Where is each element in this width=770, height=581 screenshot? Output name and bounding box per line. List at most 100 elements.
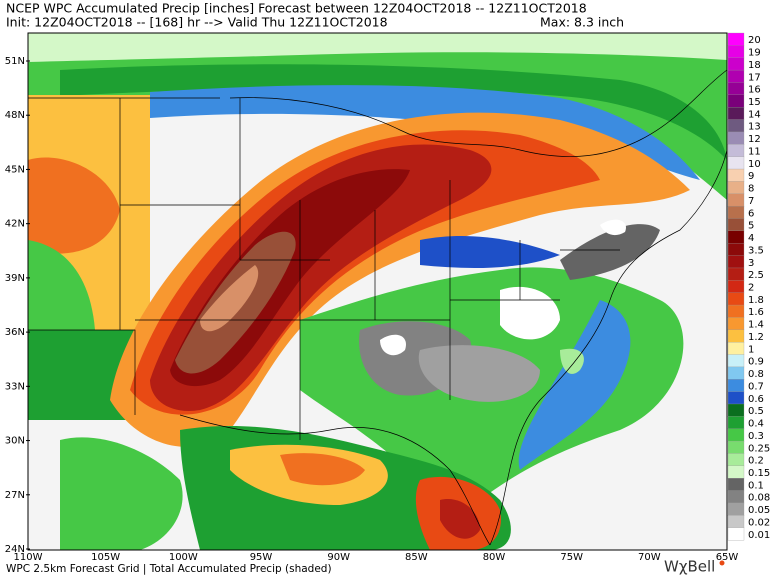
colorbar-swatch bbox=[727, 94, 745, 108]
colorbar-swatch bbox=[727, 527, 745, 541]
colorbar-swatch bbox=[727, 107, 745, 121]
colorbar-swatch bbox=[727, 243, 745, 257]
colorbar-label: 3.5 bbox=[748, 245, 764, 256]
colorbar-swatch bbox=[727, 218, 745, 232]
colorbar-label: 0.05 bbox=[748, 505, 770, 516]
lon-label: 80W bbox=[483, 552, 506, 563]
colorbar-label: 5 bbox=[748, 221, 754, 232]
lon-label: 65W bbox=[716, 552, 739, 563]
colorbar-swatch bbox=[727, 280, 745, 294]
colorbar-label: 2 bbox=[748, 283, 754, 294]
colorbar-label: 0.2 bbox=[748, 456, 764, 467]
max-value: Max: 8.3 inch bbox=[540, 15, 624, 30]
colorbar-swatch bbox=[727, 45, 745, 59]
colorbar-label: 14 bbox=[748, 109, 761, 120]
colorbar-label: 7 bbox=[748, 196, 754, 207]
map-frame bbox=[27, 32, 728, 551]
colorbar-label: 0.25 bbox=[748, 443, 770, 454]
lat-label: 39N bbox=[5, 273, 25, 284]
colorbar-swatch bbox=[727, 428, 745, 442]
colorbar-label: 15 bbox=[748, 97, 761, 108]
colorbar-swatch bbox=[727, 57, 745, 71]
lon-label: 90W bbox=[327, 552, 350, 563]
colorbar-label: 17 bbox=[748, 72, 761, 83]
lon-label: 70W bbox=[638, 552, 661, 563]
colorbar-swatch bbox=[727, 366, 745, 380]
colorbar-swatch bbox=[727, 131, 745, 145]
colorbar-label: 0.3 bbox=[748, 431, 764, 442]
lat-label: 30N bbox=[5, 436, 25, 447]
colorbar-swatch bbox=[727, 416, 745, 430]
lon-label: 110W bbox=[14, 552, 43, 563]
lat-label: 33N bbox=[5, 381, 25, 392]
lon-label: 105W bbox=[91, 552, 120, 563]
colorbar-swatch bbox=[727, 379, 745, 393]
lon-label: 85W bbox=[405, 552, 428, 563]
colorbar-swatch bbox=[727, 403, 745, 417]
lat-label: 27N bbox=[5, 490, 25, 501]
colorbar-label: 1.8 bbox=[748, 295, 764, 306]
colorbar-label: 0.01 bbox=[748, 530, 770, 541]
colorbar-swatch bbox=[727, 440, 745, 454]
colorbar-swatch bbox=[727, 32, 745, 46]
colorbar-label: 16 bbox=[748, 85, 761, 96]
colorbar-swatch bbox=[727, 341, 745, 355]
colorbar-swatch bbox=[727, 502, 745, 516]
colorbar-label: 20 bbox=[748, 35, 761, 46]
colorbar-label: 1.2 bbox=[748, 332, 764, 343]
colorbar-label: 0.1 bbox=[748, 480, 764, 491]
colorbar-label: 10 bbox=[748, 159, 761, 170]
logo: WχBell bbox=[664, 558, 715, 576]
title: NCEP WPC Accumulated Precip [inches] For… bbox=[6, 1, 587, 16]
colorbar-swatch bbox=[727, 304, 745, 318]
colorbar-label: 0.08 bbox=[748, 493, 770, 504]
colorbar-swatch bbox=[727, 230, 745, 244]
colorbar-label: 6 bbox=[748, 208, 754, 219]
colorbar-swatch bbox=[727, 465, 745, 479]
footer-caption: WPC 2.5km Forecast Grid | Total Accumula… bbox=[6, 563, 332, 575]
colorbar-swatch bbox=[727, 267, 745, 281]
colorbar-label: 0.5 bbox=[748, 406, 764, 417]
colorbar-label: 3 bbox=[748, 258, 754, 269]
colorbar-swatch bbox=[727, 193, 745, 207]
colorbar-swatch bbox=[727, 69, 745, 83]
colorbar-swatch bbox=[727, 156, 745, 170]
init-line: Init: 12Z04OCT2018 -- [168] hr --> Valid… bbox=[6, 15, 388, 30]
colorbar-swatch bbox=[727, 453, 745, 467]
colorbar-swatch bbox=[727, 329, 745, 343]
colorbar-label: 8 bbox=[748, 184, 754, 195]
colorbar-label: 0.6 bbox=[748, 394, 764, 405]
lat-label: 24N bbox=[5, 544, 25, 555]
logo-dot bbox=[719, 560, 725, 566]
lat-label: 45N bbox=[5, 164, 25, 175]
colorbar-swatch bbox=[727, 292, 745, 306]
lat-label: 42N bbox=[5, 219, 25, 230]
colorbar-label: 0.4 bbox=[748, 419, 764, 430]
colorbar-swatch bbox=[727, 317, 745, 331]
colorbar-swatch bbox=[727, 478, 745, 491]
colorbar-label: 9 bbox=[748, 171, 754, 182]
colorbar-swatch bbox=[727, 205, 745, 219]
colorbar-label: 0.8 bbox=[748, 369, 764, 380]
colorbar-label: 4 bbox=[748, 233, 754, 244]
precip-field bbox=[28, 33, 727, 550]
colorbar-label: 11 bbox=[748, 146, 761, 157]
colorbar-label: 0.15 bbox=[748, 468, 770, 479]
colorbar: 20191817161514131211109876543.532.521.81… bbox=[727, 32, 770, 541]
colorbar-label: 12 bbox=[748, 134, 761, 145]
colorbar-label: 0.02 bbox=[748, 517, 770, 528]
colorbar-swatch bbox=[727, 490, 745, 504]
colorbar-label: 1.6 bbox=[748, 307, 764, 318]
colorbar-label: 13 bbox=[748, 122, 761, 133]
colorbar-swatch bbox=[727, 255, 745, 269]
lon-label: 100W bbox=[169, 552, 198, 563]
colorbar-swatch bbox=[727, 168, 745, 182]
colorbar-swatch bbox=[727, 144, 745, 158]
colorbar-swatch bbox=[727, 119, 745, 133]
colorbar-label: 2.5 bbox=[748, 270, 764, 281]
colorbar-swatch bbox=[727, 354, 745, 368]
colorbar-swatch bbox=[727, 391, 745, 405]
